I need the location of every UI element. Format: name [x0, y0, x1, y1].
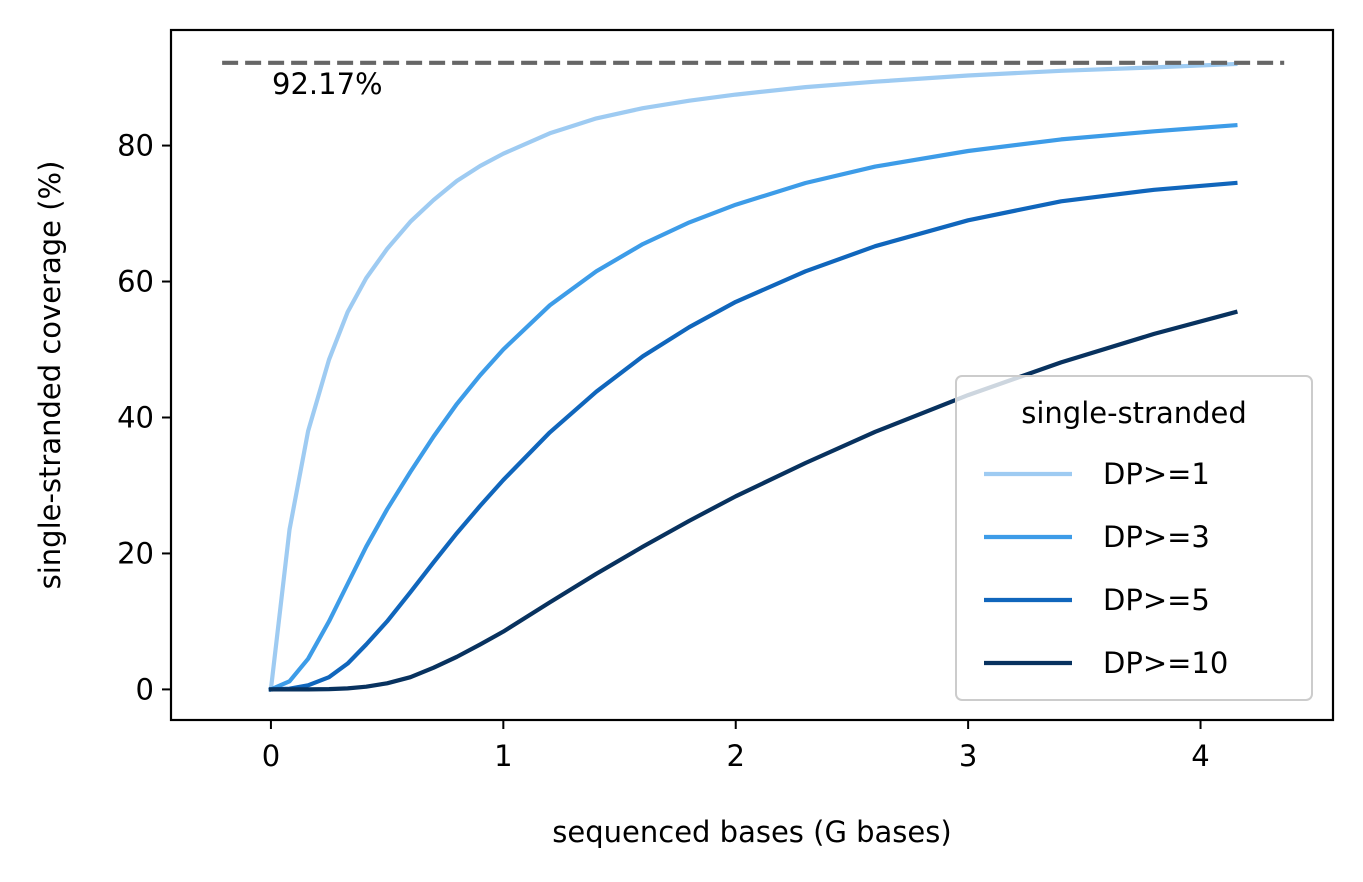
x-tick-label: 4	[1191, 739, 1209, 773]
y-axis-label: single-stranded coverage (%)	[33, 161, 67, 590]
y-tick-label: 80	[117, 129, 154, 163]
y-tick-label: 20	[117, 536, 154, 570]
y-tick-label: 40	[117, 400, 154, 434]
reference-line-label: 92.17%	[272, 67, 383, 101]
legend-label-3: DP>=5	[1103, 583, 1210, 617]
x-tick-label: 1	[494, 739, 512, 773]
x-tick-label: 0	[262, 739, 280, 773]
x-axis-ticks: 0 1 2 3 4	[262, 720, 1210, 773]
legend: single-stranded DP>=1 DP>=3 DP>=5 DP>=10	[955, 375, 1313, 701]
legend-box	[955, 375, 1313, 701]
legend-items: DP>=1 DP>=3 DP>=5 DP>=10	[984, 457, 1228, 680]
series-line-1	[268, 61, 1238, 692]
y-axis-ticks: 0 20 40 60 80	[117, 129, 171, 706]
legend-title: single-stranded	[1021, 396, 1247, 430]
y-tick-label: 60	[117, 265, 154, 299]
legend-label-2: DP>=3	[1103, 520, 1210, 554]
plot-frame	[169, 28, 1335, 722]
x-tick-label: 3	[959, 739, 977, 773]
x-tick-label: 2	[727, 739, 745, 773]
series-line-2	[268, 122, 1238, 693]
legend-label-4: DP>=10	[1103, 646, 1228, 680]
x-axis-label: sequenced bases (G bases)	[552, 815, 951, 849]
y-tick-label: 0	[136, 672, 154, 706]
series-line-4	[268, 309, 1238, 692]
series-line-3	[268, 180, 1238, 692]
series-lines	[268, 61, 1238, 693]
legend-label-1: DP>=1	[1103, 457, 1210, 491]
